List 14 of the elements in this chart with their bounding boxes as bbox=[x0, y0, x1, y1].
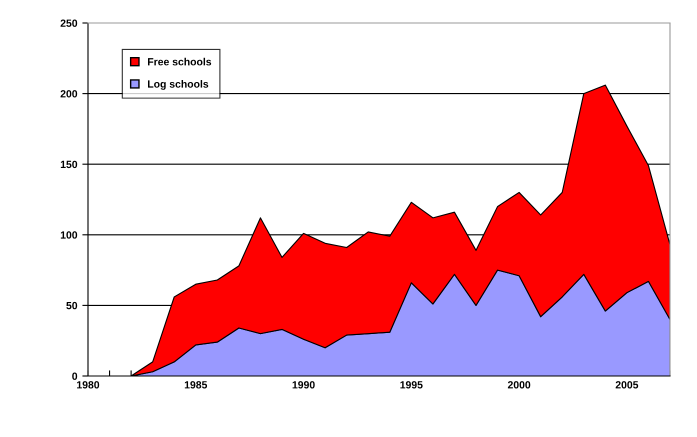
y-tick-label: 100 bbox=[60, 231, 78, 239]
legend-label: Log schools bbox=[148, 80, 208, 90]
y-tick-label: 250 bbox=[60, 20, 78, 27]
x-tick-label: 2005 bbox=[616, 381, 638, 389]
x-tick-label: 2000 bbox=[508, 381, 530, 389]
x-tick-label: 1980 bbox=[77, 381, 100, 389]
y-tick-label: 0 bbox=[72, 372, 78, 380]
x-tick-label: 1990 bbox=[292, 381, 315, 389]
y-tick-label: 200 bbox=[60, 90, 78, 98]
x-tick-label: 1985 bbox=[184, 381, 208, 389]
y-tick-label: 150 bbox=[60, 160, 78, 168]
x-tick-label: 1995 bbox=[400, 381, 423, 389]
legend-label: Free schools bbox=[148, 58, 212, 66]
y-tick-label: 50 bbox=[66, 302, 78, 310]
